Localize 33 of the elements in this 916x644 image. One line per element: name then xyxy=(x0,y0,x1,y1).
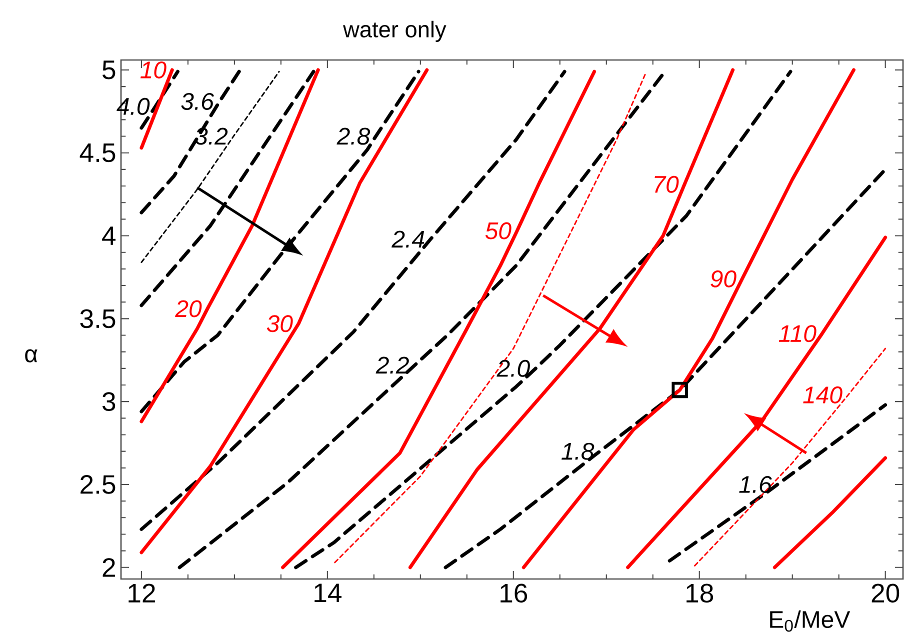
annotation: 30 xyxy=(266,315,293,332)
annotation: 2.8 xyxy=(336,128,370,145)
annotation: 20 xyxy=(175,300,202,318)
y-tick-label: 2.5 xyxy=(80,475,116,494)
y-axis-title: α xyxy=(25,349,38,362)
annotation: 2.2 xyxy=(376,356,409,374)
annotation: 10 xyxy=(140,61,166,78)
y-tick-label: 4.5 xyxy=(80,144,116,162)
annotation: 140 xyxy=(803,386,842,404)
line-series xyxy=(444,168,888,570)
x-tick-label: 14 xyxy=(314,584,342,602)
y-tick-label: 3 xyxy=(102,392,116,412)
y-tick-label: 5 xyxy=(102,60,116,80)
line-series xyxy=(694,348,886,566)
x-tick-label: 16 xyxy=(500,584,528,603)
chart-title: water only xyxy=(343,20,446,42)
annotation: 90 xyxy=(710,270,736,288)
annotation: 3.6 xyxy=(181,92,214,110)
y-tick-label: 2 xyxy=(102,558,115,577)
annotation: 1.6 xyxy=(739,476,772,493)
y-tick-label: 3.5 xyxy=(80,309,116,328)
line-series xyxy=(626,236,888,570)
x-tick-label: 20 xyxy=(872,584,900,603)
annotation: 50 xyxy=(485,222,512,240)
line-series xyxy=(668,403,888,562)
x-axis-title: E$_{0}$/MeV xyxy=(770,610,850,632)
annotation: 110 xyxy=(778,325,816,342)
annotation: 2.0 xyxy=(496,360,530,377)
annotation: 70 xyxy=(654,176,679,193)
x-tick-label: 18 xyxy=(686,584,714,603)
annotation: 2.4 xyxy=(392,230,424,248)
y-tick-label: 4 xyxy=(102,226,116,245)
x-tick-label: 12 xyxy=(128,584,155,602)
